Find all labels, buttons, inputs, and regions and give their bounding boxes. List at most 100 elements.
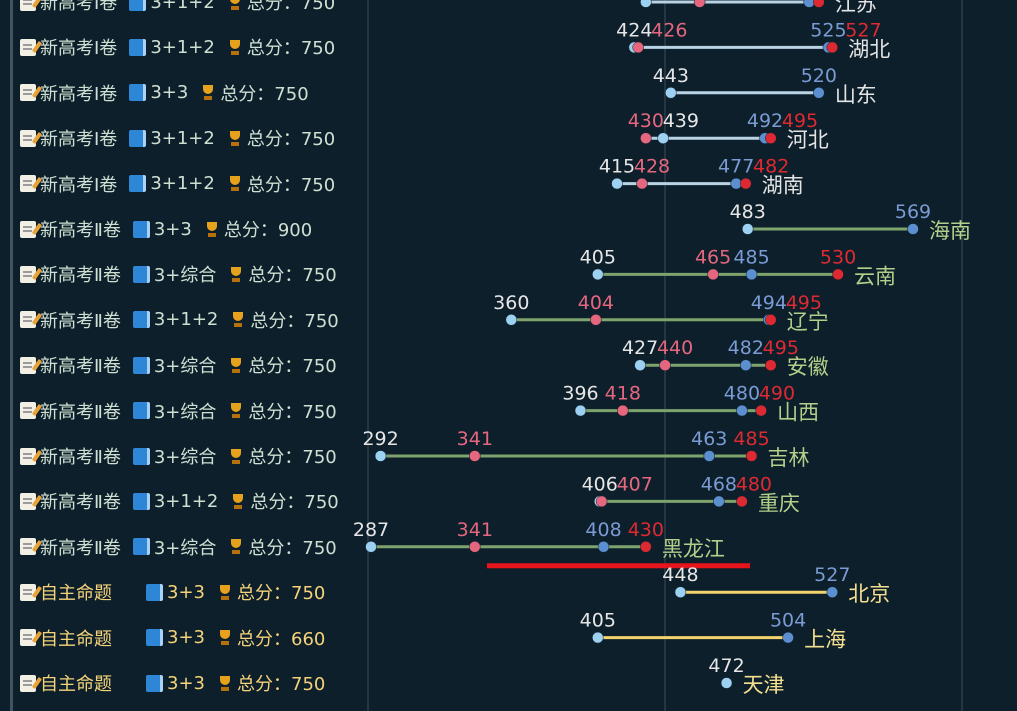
exam-type: 新高考Ⅰ卷	[40, 38, 118, 60]
row-label: 自主命题 3+3 总分：750	[14, 668, 331, 698]
province-label: 黑龙江	[662, 537, 725, 561]
exam-type: 新高考Ⅱ卷	[40, 401, 121, 423]
memo-icon	[20, 38, 36, 56]
book-icon	[132, 311, 150, 329]
row-label: 新高考Ⅱ卷 3+3 总分：900	[14, 214, 318, 244]
trophy-icon	[217, 675, 233, 692]
value-label: 495	[786, 292, 822, 314]
subject-mode: 3+3	[167, 627, 205, 649]
point-lightblue	[574, 404, 587, 417]
point-blue	[736, 404, 748, 417]
value-label: 485	[733, 428, 769, 450]
book-icon	[146, 674, 163, 692]
subject-mode: 3+1+2	[153, 309, 219, 331]
exam-type: 新高考Ⅰ卷	[40, 83, 118, 105]
value-label: 569	[895, 201, 931, 223]
total-score: 总分：750	[246, 38, 336, 60]
point-blue	[782, 631, 794, 644]
memo-icon	[20, 447, 36, 465]
point-lightblue	[592, 268, 604, 281]
value-label: 480	[736, 473, 772, 495]
point-red	[832, 268, 844, 281]
value-label: 292	[362, 428, 398, 450]
point-pink	[469, 450, 481, 462]
exam-type: 新高考Ⅰ卷	[40, 0, 118, 14]
value-label: 530	[820, 246, 856, 268]
row-label: 自主命题 3+3 总分：750	[14, 577, 331, 607]
trophy-icon	[227, 0, 243, 11]
subject-mode: 3+1+2	[150, 173, 215, 195]
point-lightblue	[505, 314, 518, 326]
province-label: 山西	[777, 401, 819, 425]
trophy-icon	[200, 84, 216, 101]
total-score: 总分：750	[248, 447, 337, 468]
trophy-icon	[204, 221, 220, 238]
subject-mode: 3+综合	[153, 447, 217, 468]
book-icon	[129, 38, 147, 56]
memo-icon	[20, 492, 36, 510]
point-blue	[740, 359, 752, 371]
book-icon	[129, 129, 147, 147]
row-label: 自主命题 3+3 总分：660	[14, 623, 331, 653]
subject-mode: 3+1+2	[150, 36, 215, 58]
value-label: 492	[747, 110, 783, 132]
book-icon	[129, 84, 147, 102]
province-label: 河北	[787, 128, 829, 152]
value-label: 405	[580, 610, 616, 632]
subject-mode: 3+综合	[153, 265, 217, 287]
value-label: 407	[617, 473, 653, 495]
point-pink	[617, 404, 629, 417]
province-label: 安徽	[787, 355, 829, 379]
point-pink	[640, 132, 652, 144]
exam-type: 新高考Ⅱ卷	[40, 310, 121, 332]
value-label: 408	[585, 519, 621, 541]
province-label: 吉林	[768, 446, 810, 470]
trophy-icon	[228, 357, 244, 374]
province-label: 上海	[804, 628, 846, 652]
province-label: 云南	[854, 264, 896, 288]
total-score: 总分：660	[237, 628, 326, 650]
exam-type: 新高考Ⅱ卷	[40, 220, 121, 241]
total-score: 总分：750	[237, 674, 326, 695]
memo-icon	[20, 220, 36, 238]
subject-mode: 3+综合	[153, 401, 217, 423]
total-score: 总分：750	[250, 310, 339, 332]
point-pink	[632, 41, 644, 54]
value-label: 341	[457, 519, 493, 541]
point-pink	[693, 0, 706, 8]
book-icon	[132, 447, 150, 465]
value-label: 504	[770, 610, 806, 632]
value-label: 520	[801, 65, 837, 87]
subject-mode: 3+3	[167, 581, 205, 603]
memo-icon	[20, 84, 36, 102]
memo-icon	[20, 356, 36, 374]
subject-mode: 3+3	[153, 218, 192, 240]
value-label: 463	[691, 428, 727, 450]
book-icon	[146, 583, 163, 601]
value-label: 341	[457, 428, 493, 450]
value-label: 430	[628, 110, 664, 132]
book-icon	[146, 629, 163, 647]
value-label: 404	[578, 292, 614, 314]
total-score: 总分：750	[248, 537, 337, 559]
row-label: 新高考Ⅱ卷 3+综合 总分：750	[14, 441, 343, 471]
row-label: 新高考Ⅱ卷 3+综合 总分：750	[14, 350, 343, 380]
point-red	[745, 450, 758, 462]
value-label: 287	[353, 519, 389, 541]
total-score: 总分：750	[248, 401, 337, 423]
point-blue	[730, 177, 742, 190]
total-score: 总分：750	[248, 265, 337, 287]
subject-mode: 3+3	[167, 672, 205, 694]
value-label: 494	[751, 292, 787, 314]
exam-type: 自主命题	[40, 583, 112, 605]
value-label: 418	[605, 383, 641, 405]
book-icon	[132, 538, 150, 556]
point-red	[755, 404, 767, 417]
value-label: 439	[663, 110, 699, 132]
value-label: 477	[718, 156, 754, 178]
memo-icon	[20, 175, 36, 193]
subject-mode: 3+1+2	[153, 490, 219, 512]
trophy-icon	[228, 538, 244, 555]
row-label: 新高考Ⅰ卷 3+1+2 总分：750	[14, 169, 341, 199]
